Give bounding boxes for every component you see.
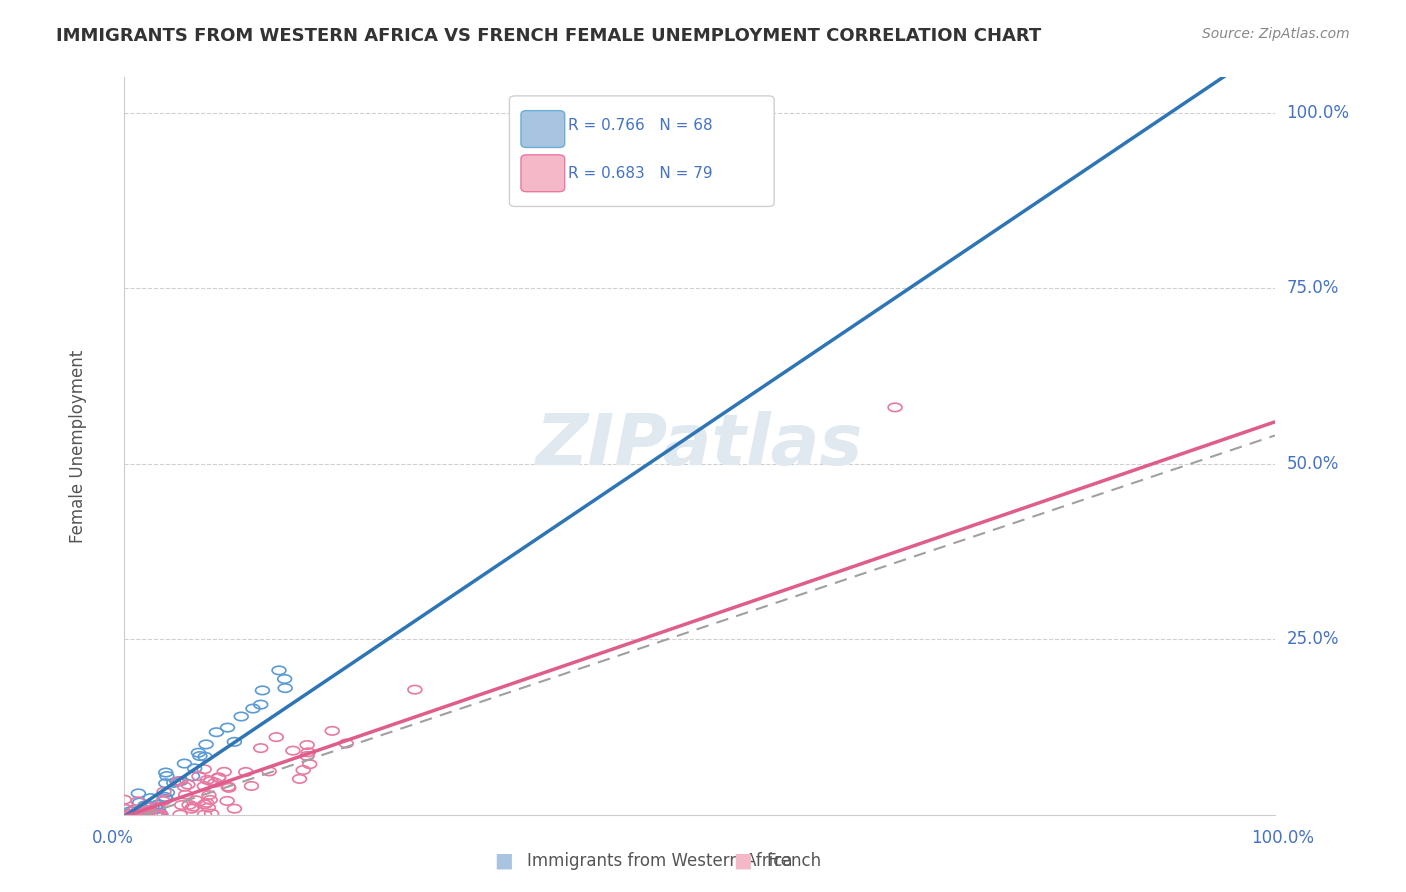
Text: Female Unemployment: Female Unemployment — [69, 350, 87, 542]
Text: 75.0%: 75.0% — [1286, 279, 1339, 297]
Text: IMMIGRANTS FROM WESTERN AFRICA VS FRENCH FEMALE UNEMPLOYMENT CORRELATION CHART: IMMIGRANTS FROM WESTERN AFRICA VS FRENCH… — [56, 27, 1042, 45]
Text: French: French — [766, 852, 821, 870]
Text: R = 0.683   N = 79: R = 0.683 N = 79 — [568, 166, 713, 181]
FancyBboxPatch shape — [509, 95, 775, 206]
Text: ▪: ▪ — [494, 847, 513, 875]
FancyBboxPatch shape — [522, 111, 565, 147]
Text: 100.0%: 100.0% — [1286, 103, 1350, 121]
Text: 0.0%: 0.0% — [91, 829, 134, 847]
Text: ZIPatlas: ZIPatlas — [536, 411, 863, 481]
Text: R = 0.766   N = 68: R = 0.766 N = 68 — [568, 118, 713, 133]
Text: 25.0%: 25.0% — [1286, 630, 1339, 648]
Text: 50.0%: 50.0% — [1286, 455, 1339, 473]
Text: 100.0%: 100.0% — [1251, 829, 1315, 847]
FancyBboxPatch shape — [522, 155, 565, 192]
Text: Source: ZipAtlas.com: Source: ZipAtlas.com — [1202, 27, 1350, 41]
Text: Immigrants from Western Africa: Immigrants from Western Africa — [527, 852, 793, 870]
Text: ▪: ▪ — [733, 847, 752, 875]
